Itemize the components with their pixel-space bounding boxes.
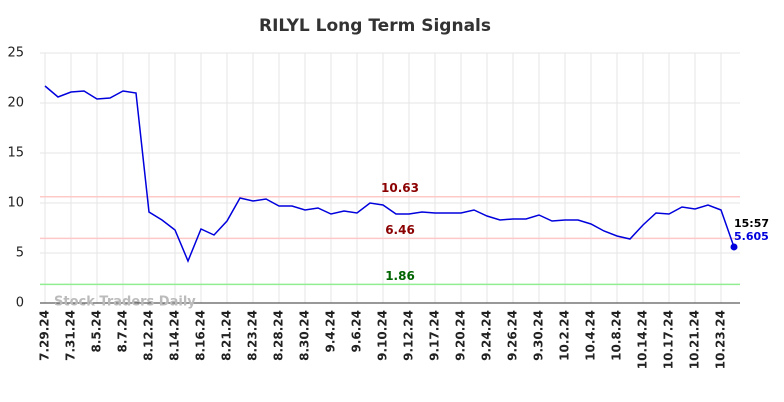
x-tick-label: 9.4.24 (324, 310, 338, 353)
x-tick-label: 10.17.24 (662, 310, 676, 369)
watermark: Stock Traders Daily (54, 295, 196, 310)
y-tick-label: 25 (7, 46, 24, 61)
x-tick-label: 7.31.24 (64, 310, 78, 361)
chart-title: RILYL Long Term Signals (259, 16, 491, 36)
x-tick-label: 8.14.24 (168, 310, 182, 361)
x-tick-label: 8.21.24 (220, 310, 234, 361)
x-tick-label: 8.30.24 (298, 310, 312, 361)
x-tick-label: 9.6.24 (350, 310, 364, 353)
x-tick-label: 8.16.24 (194, 310, 208, 361)
y-tick-label: 0 (16, 296, 24, 311)
signal-label: 6.46 (385, 223, 415, 237)
x-tick-label: 8.7.24 (116, 310, 130, 353)
x-tick-label: 10.2.24 (558, 310, 572, 361)
x-tick-label: 10.14.24 (636, 310, 650, 369)
x-tick-label: 9.17.24 (428, 310, 442, 361)
price-line (44, 85, 735, 263)
x-tick-label: 10.21.24 (688, 310, 702, 369)
x-tick-label: 10.4.24 (584, 310, 598, 361)
last-time-label: 15:57 (734, 217, 769, 230)
x-tick-label: 8.5.24 (90, 310, 104, 353)
x-tick-label: 9.26.24 (506, 310, 520, 361)
x-tick-label: 9.20.24 (454, 310, 468, 361)
x-tick-label: 10.8.24 (610, 310, 624, 361)
x-tick-label: 8.12.24 (142, 310, 156, 361)
last-value-label: 5.605 (734, 230, 769, 243)
x-tick-label: 8.23.24 (246, 310, 260, 361)
x-tick-label: 9.10.24 (376, 310, 390, 361)
signal-label: 1.86 (385, 269, 415, 283)
x-tick-label: 9.30.24 (532, 310, 546, 361)
y-tick-label: 5 (16, 246, 24, 261)
x-tick-label: 10.23.24 (714, 310, 728, 369)
x-tick-label: 9.24.24 (480, 310, 494, 361)
x-tick-label: 9.12.24 (402, 310, 416, 361)
y-tick-label: 15 (7, 146, 24, 161)
x-tick-label: 7.29.24 (38, 310, 52, 361)
signal-label: 10.63 (381, 181, 419, 195)
y-tick-label: 10 (7, 196, 24, 211)
x-tick-label: 8.28.24 (272, 310, 286, 361)
y-tick-label: 20 (7, 96, 24, 111)
last-point (730, 243, 738, 251)
